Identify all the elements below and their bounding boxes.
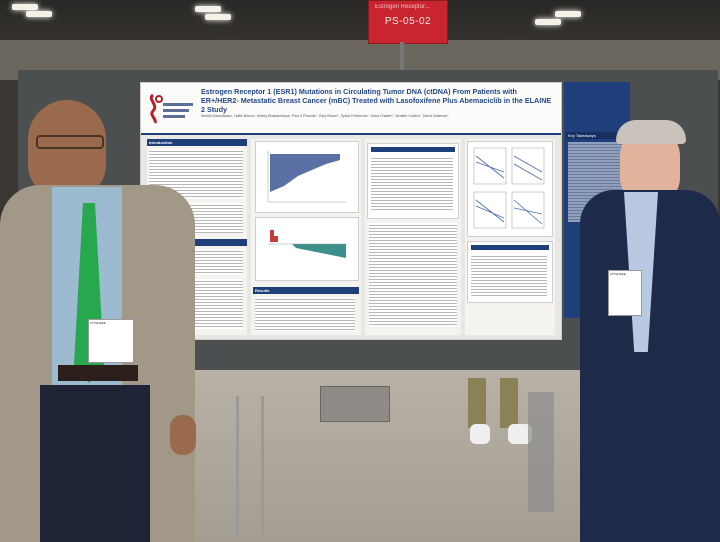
data-table-2 — [467, 241, 553, 303]
presenter-right: ATTENDEE — [580, 120, 720, 542]
sign-scribble: Estrogen Receptor... — [375, 4, 430, 10]
symposium-logo-icon — [149, 93, 193, 124]
chair — [528, 392, 554, 512]
section-results: Results — [253, 287, 359, 294]
background-person-leg — [468, 378, 486, 428]
head — [28, 100, 106, 198]
background-person-leg — [500, 378, 518, 428]
ceiling-light — [195, 6, 221, 12]
poster-column-4 — [465, 139, 555, 335]
background-person-shoe — [508, 424, 532, 444]
data-table-1 — [367, 143, 459, 219]
results-text — [255, 297, 355, 331]
ceiling-light — [555, 11, 581, 17]
poster-title: Estrogen Receptor 1 (ESR1) Mutations in … — [201, 87, 552, 114]
presenter-left: ATTENDEE — [0, 95, 200, 542]
section-introduction: Introduction — [147, 139, 247, 146]
name-badge: ATTENDEE — [88, 319, 134, 363]
ceiling-light — [26, 11, 52, 17]
glasses-icon — [36, 135, 104, 149]
poster-header: Estrogen Receptor 1 (ESR1) Mutations in … — [141, 83, 561, 135]
ceiling-light — [535, 19, 561, 25]
gray-hair — [616, 120, 686, 144]
ceiling-light — [205, 14, 231, 20]
waterfall-plot-1 — [255, 141, 359, 213]
chair — [236, 396, 264, 536]
belt — [58, 365, 138, 381]
ceiling-light — [12, 4, 38, 10]
waterfall-plot-2 — [255, 217, 359, 281]
name-badge: ATTENDEE — [608, 270, 642, 316]
poster-authors: Senthil Damodaran¹, Hallie Bloom², Kelse… — [201, 114, 449, 118]
poster-column-2: Results — [251, 139, 361, 335]
booth-sign: Estrogen Receptor... PS-05-02 — [368, 0, 448, 44]
background-person-shoe — [470, 424, 490, 444]
research-poster: Estrogen Receptor 1 (ESR1) Mutations in … — [140, 82, 562, 340]
key-takeaways-heading: Key Takeaways — [566, 132, 628, 139]
sign-pole — [400, 42, 404, 72]
booth-code: PS-05-02 — [384, 16, 432, 27]
floor-vent — [320, 386, 390, 422]
results-text-2 — [369, 223, 457, 327]
trousers — [40, 385, 150, 542]
poster-column-3 — [365, 139, 461, 335]
hand — [170, 415, 196, 455]
line-plots — [467, 141, 553, 237]
